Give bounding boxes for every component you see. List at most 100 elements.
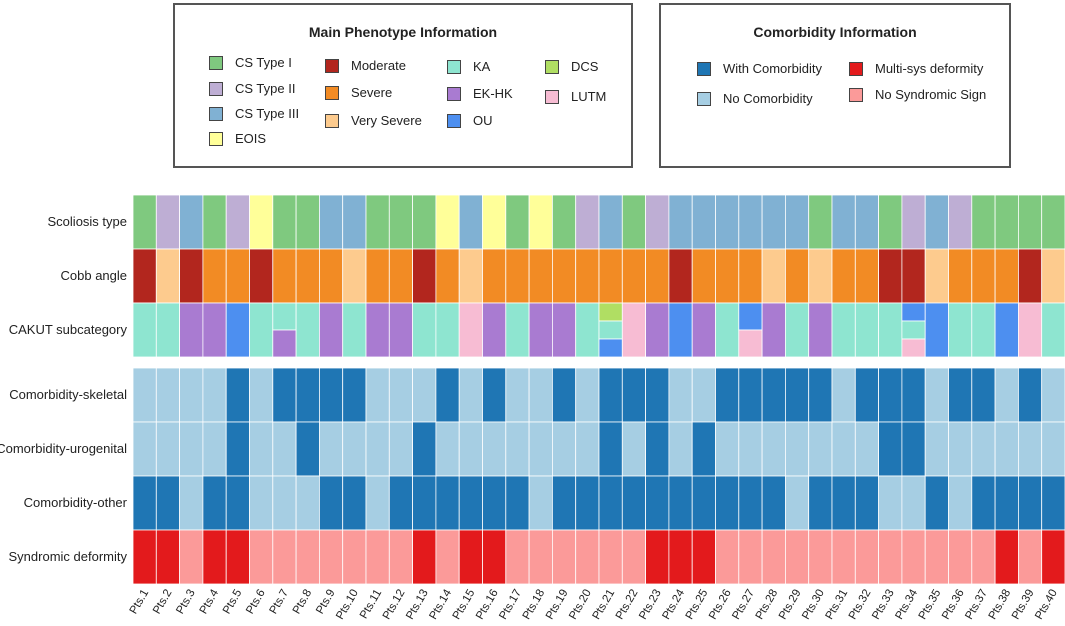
heatmap-cell — [645, 194, 670, 250]
legend-swatch — [209, 55, 223, 70]
heatmap-cell — [412, 529, 437, 585]
heatmap-cell — [435, 248, 460, 304]
heatmap-cell — [854, 367, 879, 423]
heatmap-cell — [552, 475, 577, 531]
heatmap-cell — [528, 302, 553, 358]
heatmap-cell — [318, 529, 344, 585]
heatmap-cell — [854, 248, 879, 304]
heatmap-cell — [318, 421, 344, 477]
heatmap-cell — [552, 302, 577, 358]
heatmap-cell — [155, 248, 181, 304]
legend-swatch — [849, 61, 863, 76]
heatmap-cell — [1018, 529, 1043, 585]
legend-swatch — [697, 91, 711, 106]
heatmap-cell — [179, 367, 204, 423]
legend-swatch — [447, 113, 461, 128]
heatmap-cell — [901, 367, 926, 423]
patient-label: Pts.35 — [917, 588, 944, 622]
heatmap-cell — [458, 248, 483, 304]
heatmap-cell — [994, 367, 1019, 423]
heatmap-cell — [971, 302, 996, 358]
heatmap-cell — [971, 475, 996, 531]
heatmap-cell — [831, 475, 856, 531]
heatmap-cell — [272, 367, 297, 423]
legend-item-no-syndromic-sign: No Syndromic Sign — [849, 87, 986, 102]
heatmap-cell — [831, 421, 856, 477]
heatmap-cell — [831, 302, 856, 358]
heatmap-cell — [202, 421, 227, 477]
heatmap-cell — [854, 475, 879, 531]
heatmap-cell — [761, 475, 786, 531]
heatmap-cell — [155, 529, 181, 585]
legend-item-very-severe: Very Severe — [325, 113, 422, 128]
legend-item-ka: KA — [447, 59, 490, 74]
heatmap-cell — [785, 529, 810, 585]
legend-swatch — [447, 59, 461, 74]
heatmap-cell — [132, 529, 157, 585]
heatmap-cells — [132, 194, 1065, 585]
legend-item-cs-type-3: CS Type III — [209, 106, 299, 121]
heatmap-cell — [994, 475, 1019, 531]
heatmap-cell — [458, 529, 483, 585]
heatmap-cell — [901, 194, 926, 250]
heatmap-cell — [715, 475, 740, 531]
heatmap-cell — [435, 475, 460, 531]
legend-swatch — [697, 61, 711, 76]
heatmap-cell — [295, 194, 320, 250]
heatmap-cell — [994, 194, 1019, 250]
heatmap-cell — [1041, 421, 1065, 477]
legend-item-cs-type-1: CS Type I — [209, 55, 292, 70]
heatmap-cell — [505, 194, 530, 250]
heatmap-cell — [598, 421, 623, 477]
legend-item-multi-sys-deformity: Multi-sys deformity — [849, 61, 983, 76]
heatmap-cell — [388, 529, 413, 585]
heatmap-cell — [528, 194, 553, 250]
heatmap-cell — [668, 248, 693, 304]
heatmap-cell — [738, 302, 763, 331]
heatmap-cell — [365, 367, 390, 423]
heatmap-cell — [202, 302, 227, 358]
patient-label: Pts.1 — [128, 588, 152, 617]
heatmap-cell — [948, 421, 973, 477]
heatmap-cell — [1041, 248, 1065, 304]
heatmap-cell — [831, 529, 856, 585]
row-label: Scoliosis type — [48, 214, 127, 229]
row-label: Comorbidity-skeletal — [9, 387, 127, 402]
heatmap-cell — [1018, 194, 1043, 250]
heatmap-cell — [155, 421, 181, 477]
heatmap-cell — [808, 529, 833, 585]
heatmap-cell — [225, 529, 250, 585]
heatmap-cell — [878, 367, 903, 423]
heatmap-cell — [948, 475, 973, 531]
heatmap-cell — [691, 421, 716, 477]
heatmap-cell — [808, 367, 833, 423]
heatmap-cell — [132, 421, 157, 477]
row-label: CAKUT subcategory — [9, 322, 128, 337]
heatmap-cell — [412, 421, 437, 477]
heatmap-cell — [715, 248, 740, 304]
patient-label: Pts.19 — [544, 588, 571, 622]
heatmap-cell — [808, 194, 833, 250]
heatmap-cell — [225, 302, 250, 358]
patient-label: Pts.37 — [963, 588, 990, 622]
heatmap-cell — [132, 248, 157, 304]
heatmap-cell — [691, 475, 716, 531]
heatmap-cell — [645, 248, 670, 304]
heatmap-cell — [388, 194, 413, 250]
heatmap-cell — [272, 529, 297, 585]
legend-item-dcs: DCS — [545, 59, 598, 74]
patient-label: Pts.26 — [707, 588, 734, 622]
heatmap-cell — [249, 367, 274, 423]
patient-label: Pts.32 — [847, 588, 874, 622]
heatmap-cell — [249, 194, 274, 250]
heatmap-cell — [691, 302, 716, 358]
heatmap-cell — [901, 475, 926, 531]
heatmap-cell — [1041, 302, 1065, 358]
heatmap-cell — [482, 367, 507, 423]
heatmap-cell — [202, 367, 227, 423]
heatmap-cell — [668, 302, 693, 358]
legend-item-ou: OU — [447, 113, 493, 128]
heatmap-cell — [132, 475, 157, 531]
heatmap-cell — [621, 194, 646, 250]
